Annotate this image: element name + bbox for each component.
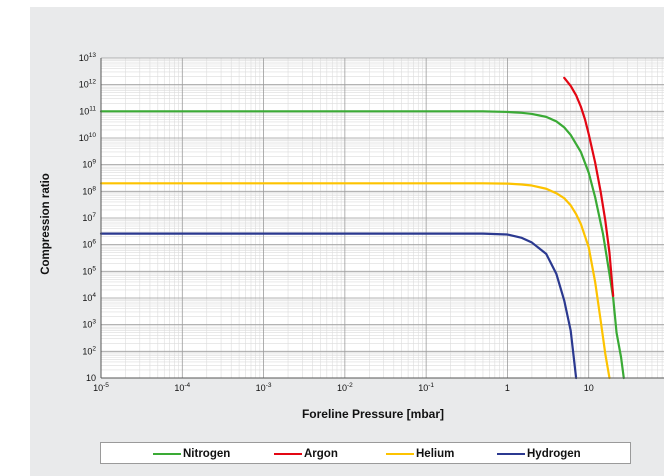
series-line-helium xyxy=(99,182,611,380)
x-tick-label: 10-1 xyxy=(418,382,434,393)
x-tick-label: 10-2 xyxy=(337,382,353,393)
y-axis-label: Compression ratio xyxy=(40,173,52,275)
y-tick-label: 109 xyxy=(82,159,96,170)
chart: 10 102 103 104 105 106 107 108 109 1010 1011 1012 10… xyxy=(40,52,664,421)
y-tick-label: 10 xyxy=(86,373,96,383)
legend-label-argon: Argon xyxy=(304,448,338,460)
legend-item-nitrogen: Nitrogen xyxy=(153,446,230,462)
legend-item-helium: Helium xyxy=(386,446,454,462)
axes xyxy=(100,58,664,379)
y-tick-label: 103 xyxy=(82,319,96,330)
legend: Nitrogen Argon Helium Hydrogen xyxy=(100,442,631,464)
x-tick-labels: 10-510-410-310-210-111010 xyxy=(93,382,594,393)
legend-item-argon: Argon xyxy=(274,446,338,462)
series-lines xyxy=(99,76,625,380)
y-tick-labels: 10 102 103 104 105 106 107 108 109 1010 1011 1012 10… xyxy=(79,52,97,383)
legend-swatch-nitrogen xyxy=(153,453,181,455)
legend-swatch-helium xyxy=(386,453,414,455)
series-line-hydrogen xyxy=(99,232,578,380)
x-tick-label: 10-5 xyxy=(93,382,109,393)
y-tick-label: 107 xyxy=(82,212,96,223)
legend-label-nitrogen: Nitrogen xyxy=(183,448,231,460)
series-line-argon xyxy=(563,76,615,297)
y-tick-label: 104 xyxy=(82,292,96,303)
y-tick-label: 108 xyxy=(82,185,96,196)
x-tick-label: 10-3 xyxy=(256,382,272,393)
legend-item-hydrogen: Hydrogen xyxy=(497,446,581,462)
y-tick-label: 1013 xyxy=(79,52,97,63)
chart-panel: 10 102 103 104 105 106 107 108 109 1010 1011 1012 10… xyxy=(30,7,664,476)
y-tick-label: 1012 xyxy=(79,79,97,90)
y-tick-label: 102 xyxy=(82,345,96,356)
y-tick-label: 1011 xyxy=(79,105,96,116)
y-tick-label: 1010 xyxy=(79,132,97,143)
y-tick-label: 105 xyxy=(82,265,96,276)
legend-swatch-argon xyxy=(274,453,302,455)
x-axis-label: Foreline Pressure [mbar] xyxy=(302,407,444,421)
x-tick-label: 1 xyxy=(505,383,510,393)
x-tick-label: 10-4 xyxy=(174,382,190,393)
x-tick-label: 10 xyxy=(584,383,594,393)
legend-swatch-hydrogen xyxy=(497,453,525,455)
y-tick-label: 106 xyxy=(82,239,96,250)
legend-label-hydrogen: Hydrogen xyxy=(527,448,581,460)
legend-label-helium: Helium xyxy=(416,448,455,460)
